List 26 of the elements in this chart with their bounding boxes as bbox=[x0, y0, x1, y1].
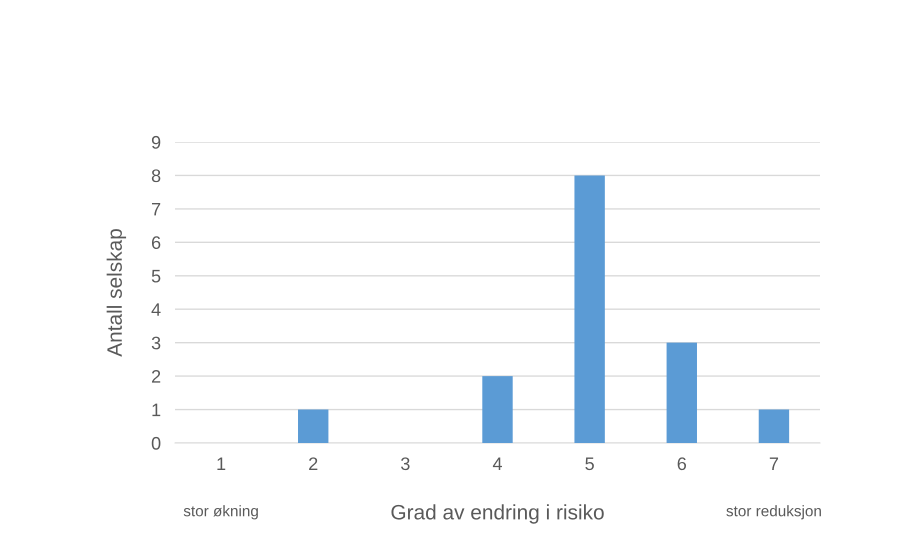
text: stor økning bbox=[184, 505, 258, 520]
x-tick-label: 2 bbox=[309, 457, 318, 470]
y-tick-label: 9 bbox=[152, 136, 160, 149]
bar bbox=[666, 342, 697, 443]
bar bbox=[574, 175, 605, 443]
y-tick-label: 7 bbox=[152, 203, 160, 216]
y-tick-label: 0 bbox=[152, 436, 160, 450]
bar bbox=[758, 410, 790, 443]
y-axis-title: Antall selskap bbox=[106, 229, 126, 357]
x-tick-label: 4 bbox=[492, 458, 502, 470]
y-tick-label: 2 bbox=[152, 370, 160, 383]
y-tick-label: 6 bbox=[152, 236, 160, 250]
y-tick-label: 5 bbox=[152, 270, 160, 282]
y-tick-label: 4 bbox=[151, 303, 161, 316]
x-tick-label: 5 bbox=[585, 458, 594, 470]
x-tick-label: 6 bbox=[678, 457, 686, 470]
bar bbox=[298, 410, 328, 443]
y-tick-label: 3 bbox=[152, 336, 160, 350]
x-tick-label: 1 bbox=[217, 458, 226, 470]
y-tick-label: 1 bbox=[152, 404, 160, 416]
text: stor reduksjon bbox=[726, 505, 821, 520]
x-tick-label: 7 bbox=[770, 458, 778, 470]
x-axis-title: Grad av endring i risiko bbox=[391, 504, 604, 524]
x-tick-label: 3 bbox=[401, 457, 410, 470]
bar bbox=[482, 376, 513, 443]
y-tick-label: 8 bbox=[152, 169, 160, 182]
